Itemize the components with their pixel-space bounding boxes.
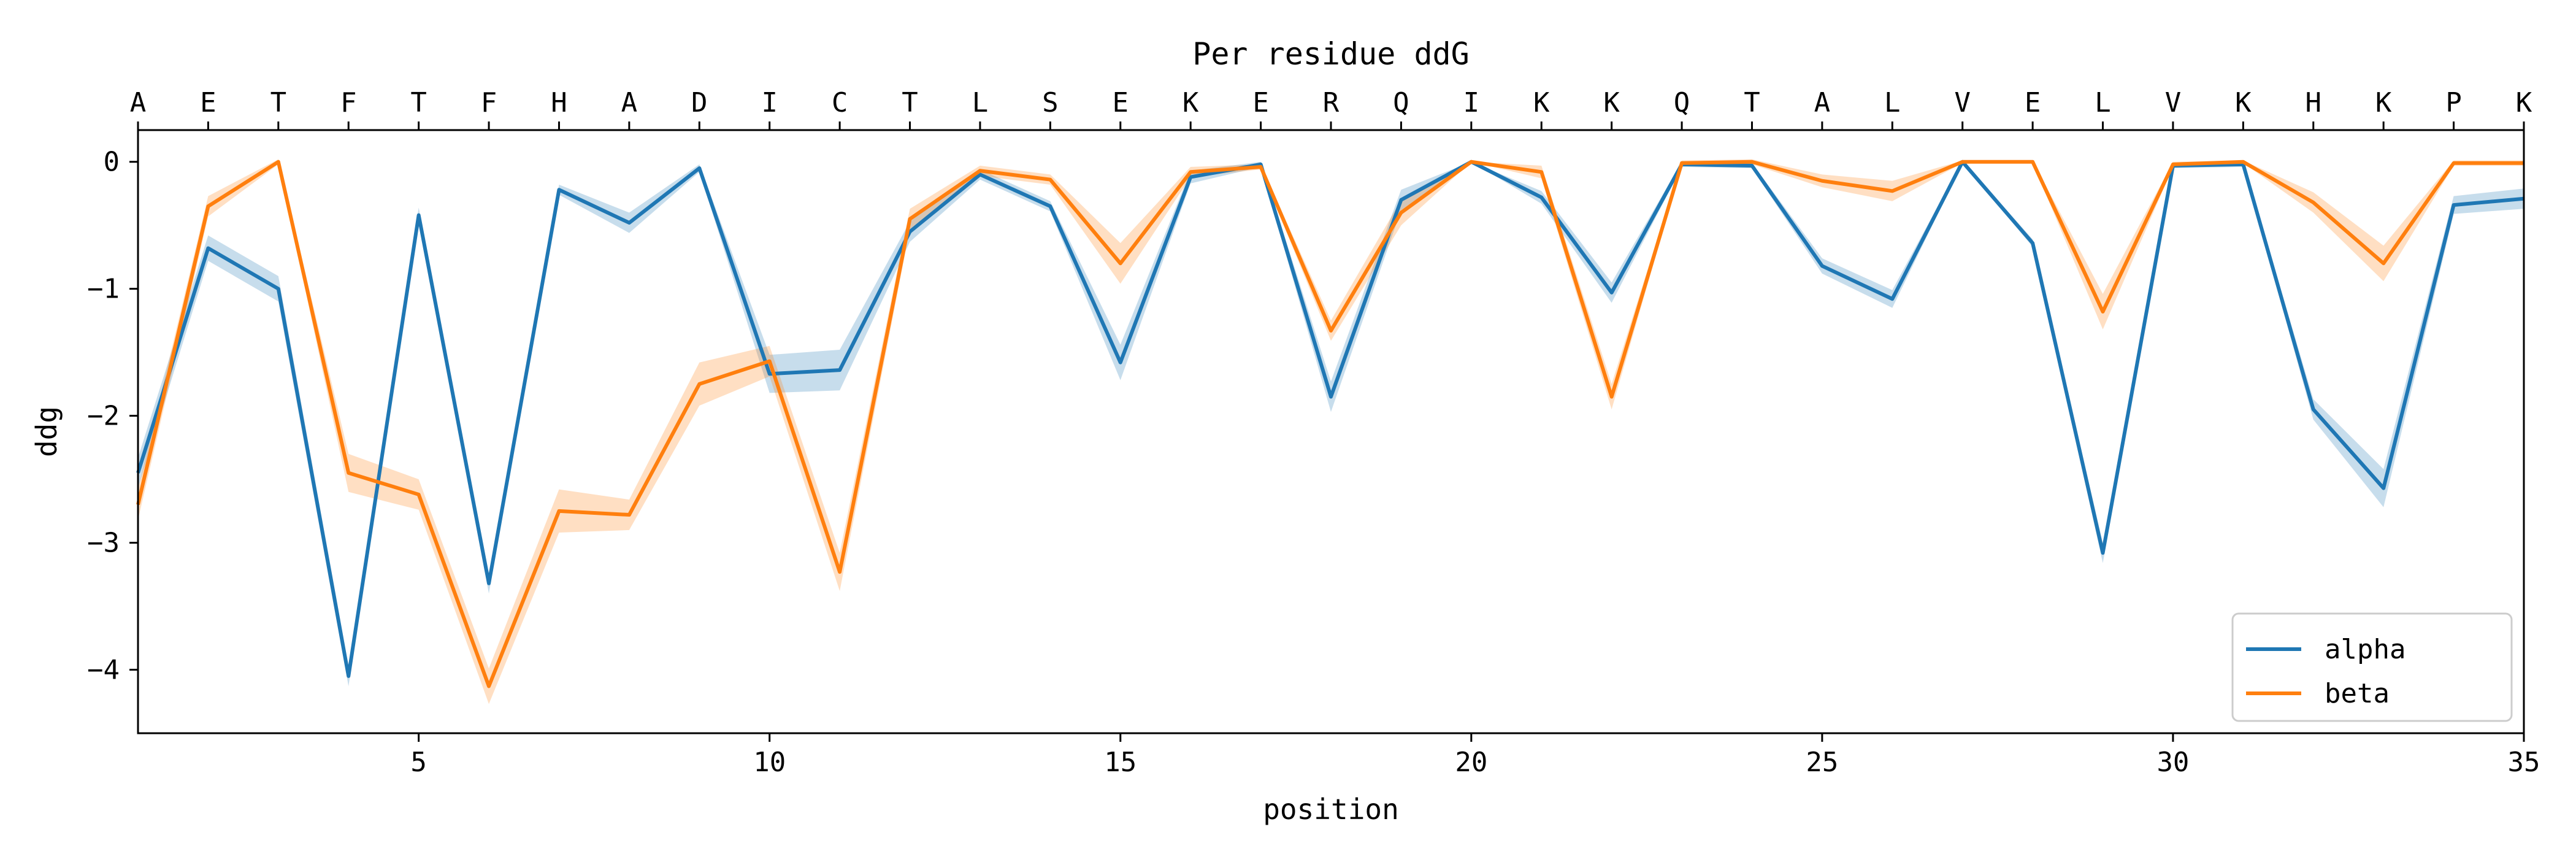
- y-tick-label: −4: [87, 655, 120, 686]
- residue-tick-label: T: [270, 87, 287, 118]
- x-axis-label: position: [1263, 793, 1399, 826]
- residue-tick-label: K: [1603, 87, 1620, 118]
- plot-frame: [137, 129, 2525, 734]
- residue-tick-label: E: [1252, 87, 1269, 118]
- y-tick-label: 0: [104, 147, 120, 178]
- x-tick-label: 10: [753, 747, 786, 778]
- line-beta: [136, 160, 2524, 688]
- residue-tick-label: L: [972, 87, 989, 118]
- y-tick-label: −3: [87, 528, 120, 559]
- residue-tick-label: Q: [1393, 87, 1409, 118]
- residue-tick-label: T: [1744, 87, 1760, 118]
- residue-tick-label: K: [2516, 87, 2532, 118]
- residue-tick-label: L: [2095, 87, 2111, 118]
- x-tick-label: 35: [2508, 747, 2540, 778]
- residue-tick-label: L: [1884, 87, 1901, 118]
- x-tick-label: 5: [410, 747, 427, 778]
- residue-tick-label: K: [1533, 87, 1550, 118]
- residue-tick-label: F: [481, 87, 497, 118]
- residue-tick-label: F: [340, 87, 357, 118]
- x-tick-label: 30: [2156, 747, 2189, 778]
- legend-label-alpha: alpha: [2325, 634, 2405, 665]
- x-tick-label: 15: [1104, 747, 1137, 778]
- y-tick-label: −2: [87, 401, 120, 432]
- residue-tick-label: E: [2025, 87, 2041, 118]
- line-alpha: [136, 160, 2524, 678]
- legend: alpha beta: [2231, 612, 2513, 722]
- residue-tick-label: V: [2165, 87, 2182, 118]
- residue-tick-label: E: [1113, 87, 1129, 118]
- y-tick-label: −1: [87, 274, 120, 305]
- residue-tick-label: D: [691, 87, 708, 118]
- residue-tick-label: A: [130, 87, 147, 118]
- residue-tick-label: S: [1042, 87, 1059, 118]
- y-axis-ticks: 0 −1 −2 −3 −4: [87, 147, 138, 686]
- residue-tick-label: E: [200, 87, 217, 118]
- residue-tick-label: Q: [1674, 87, 1690, 118]
- residue-tick-label: T: [902, 87, 918, 118]
- residue-tick-label: K: [2375, 87, 2392, 118]
- residue-tick-label: A: [621, 87, 638, 118]
- residue-tick-label: H: [551, 87, 567, 118]
- residue-tick-label: C: [832, 87, 848, 118]
- residue-tick-label: K: [2235, 87, 2252, 118]
- residue-tick-label: I: [1463, 87, 1480, 118]
- residue-tick-label: T: [410, 87, 427, 118]
- residue-tick-label: P: [2445, 87, 2462, 118]
- x-axis-ticks: 5 10 15 20 25 30 35: [410, 733, 2540, 778]
- residue-tick-label: H: [2306, 87, 2322, 118]
- chart-title: Per residue ddG: [1192, 36, 1470, 72]
- y-axis-label: ddg: [30, 406, 63, 457]
- x-tick-label: 25: [1806, 747, 1838, 778]
- legend-label-beta: beta: [2325, 678, 2390, 709]
- x-tick-label: 20: [1455, 747, 1487, 778]
- residue-tick-label: V: [1954, 87, 1971, 118]
- residue-tick-label: I: [761, 87, 778, 118]
- legend-box: [2231, 612, 2513, 722]
- residue-tick-label: K: [1183, 87, 1199, 118]
- residue-tick-label: A: [1814, 87, 1831, 118]
- residue-tick-label: R: [1323, 87, 1340, 118]
- series-lines: [136, 160, 2524, 688]
